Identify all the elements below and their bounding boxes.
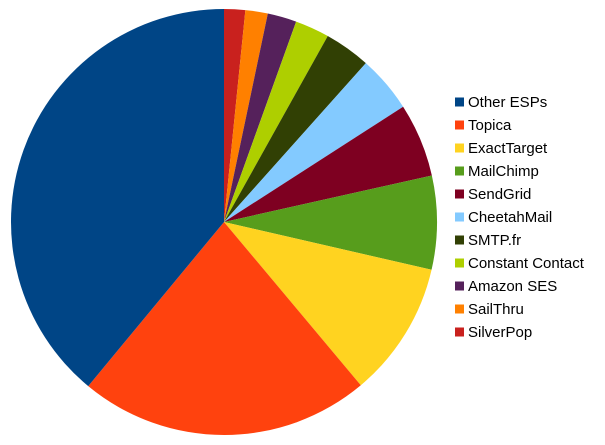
legend-swatch-amazon-ses	[455, 281, 464, 291]
legend: Other ESPs Topica ExactTarget MailChimp Send…	[455, 94, 585, 341]
legend-label-other-esps: Other ESPs	[468, 94, 547, 111]
legend-item-silverpop: SilverPop	[455, 324, 532, 341]
legend-swatch-other-esps	[455, 97, 464, 107]
pie-slice-topica	[88, 222, 361, 435]
pie-slice-smtp-fr	[224, 36, 366, 222]
legend-label-amazon-ses: Amazon SES	[468, 278, 557, 295]
pie-slice-silverpop	[224, 9, 246, 222]
legend-label-sailthru: SailThru	[468, 301, 524, 318]
pie-slice-mailchimp	[224, 175, 437, 270]
legend-swatch-silverpop	[455, 327, 464, 337]
legend-label-mailchimp: MailChimp	[468, 163, 539, 180]
legend-label-silverpop: SilverPop	[468, 324, 532, 341]
legend-item-topica: Topica	[455, 117, 512, 134]
legend-swatch-sailthru	[455, 304, 464, 314]
legend-item-mailchimp: MailChimp	[455, 163, 539, 180]
legend-label-topica: Topica	[468, 117, 512, 134]
legend-swatch-sendgrid	[455, 189, 464, 199]
legend-item-other-esps: Other ESPs	[455, 94, 547, 111]
legend-item-sailthru: SailThru	[455, 301, 524, 318]
pie-slice-exacttarget	[224, 222, 432, 386]
legend-item-amazon-ses: Amazon SES	[455, 278, 557, 295]
legend-label-constant-contact: Constant Contact	[468, 255, 585, 272]
legend-label-exacttarget: ExactTarget	[468, 140, 548, 157]
pie-slice-other-esps	[11, 9, 224, 387]
pie-slices	[11, 9, 437, 435]
pie-slice-amazon-ses	[224, 13, 297, 223]
legend-label-smtp-fr: SMTP.fr	[468, 232, 521, 249]
legend-swatch-constant-contact	[455, 258, 464, 268]
pie-slice-sailthru	[224, 10, 268, 222]
legend-label-cheetahmail: CheetahMail	[468, 209, 552, 226]
legend-swatch-smtp-fr	[455, 235, 464, 245]
legend-item-cheetahmail: CheetahMail	[455, 209, 552, 226]
legend-item-sendgrid: SendGrid	[455, 186, 531, 203]
legend-swatch-mailchimp	[455, 166, 464, 176]
legend-item-smtp-fr: SMTP.fr	[455, 232, 521, 249]
legend-label-sendgrid: SendGrid	[468, 186, 531, 203]
legend-swatch-exacttarget	[455, 143, 464, 153]
legend-swatch-cheetahmail	[455, 212, 464, 222]
legend-item-exacttarget: ExactTarget	[455, 140, 548, 157]
pie-slice-sendgrid	[224, 106, 432, 222]
legend-swatch-topica	[455, 120, 464, 130]
pie-slice-cheetahmail	[224, 63, 404, 222]
pie-slice-constant-contact	[224, 21, 328, 223]
legend-item-constant-contact: Constant Contact	[455, 255, 585, 272]
